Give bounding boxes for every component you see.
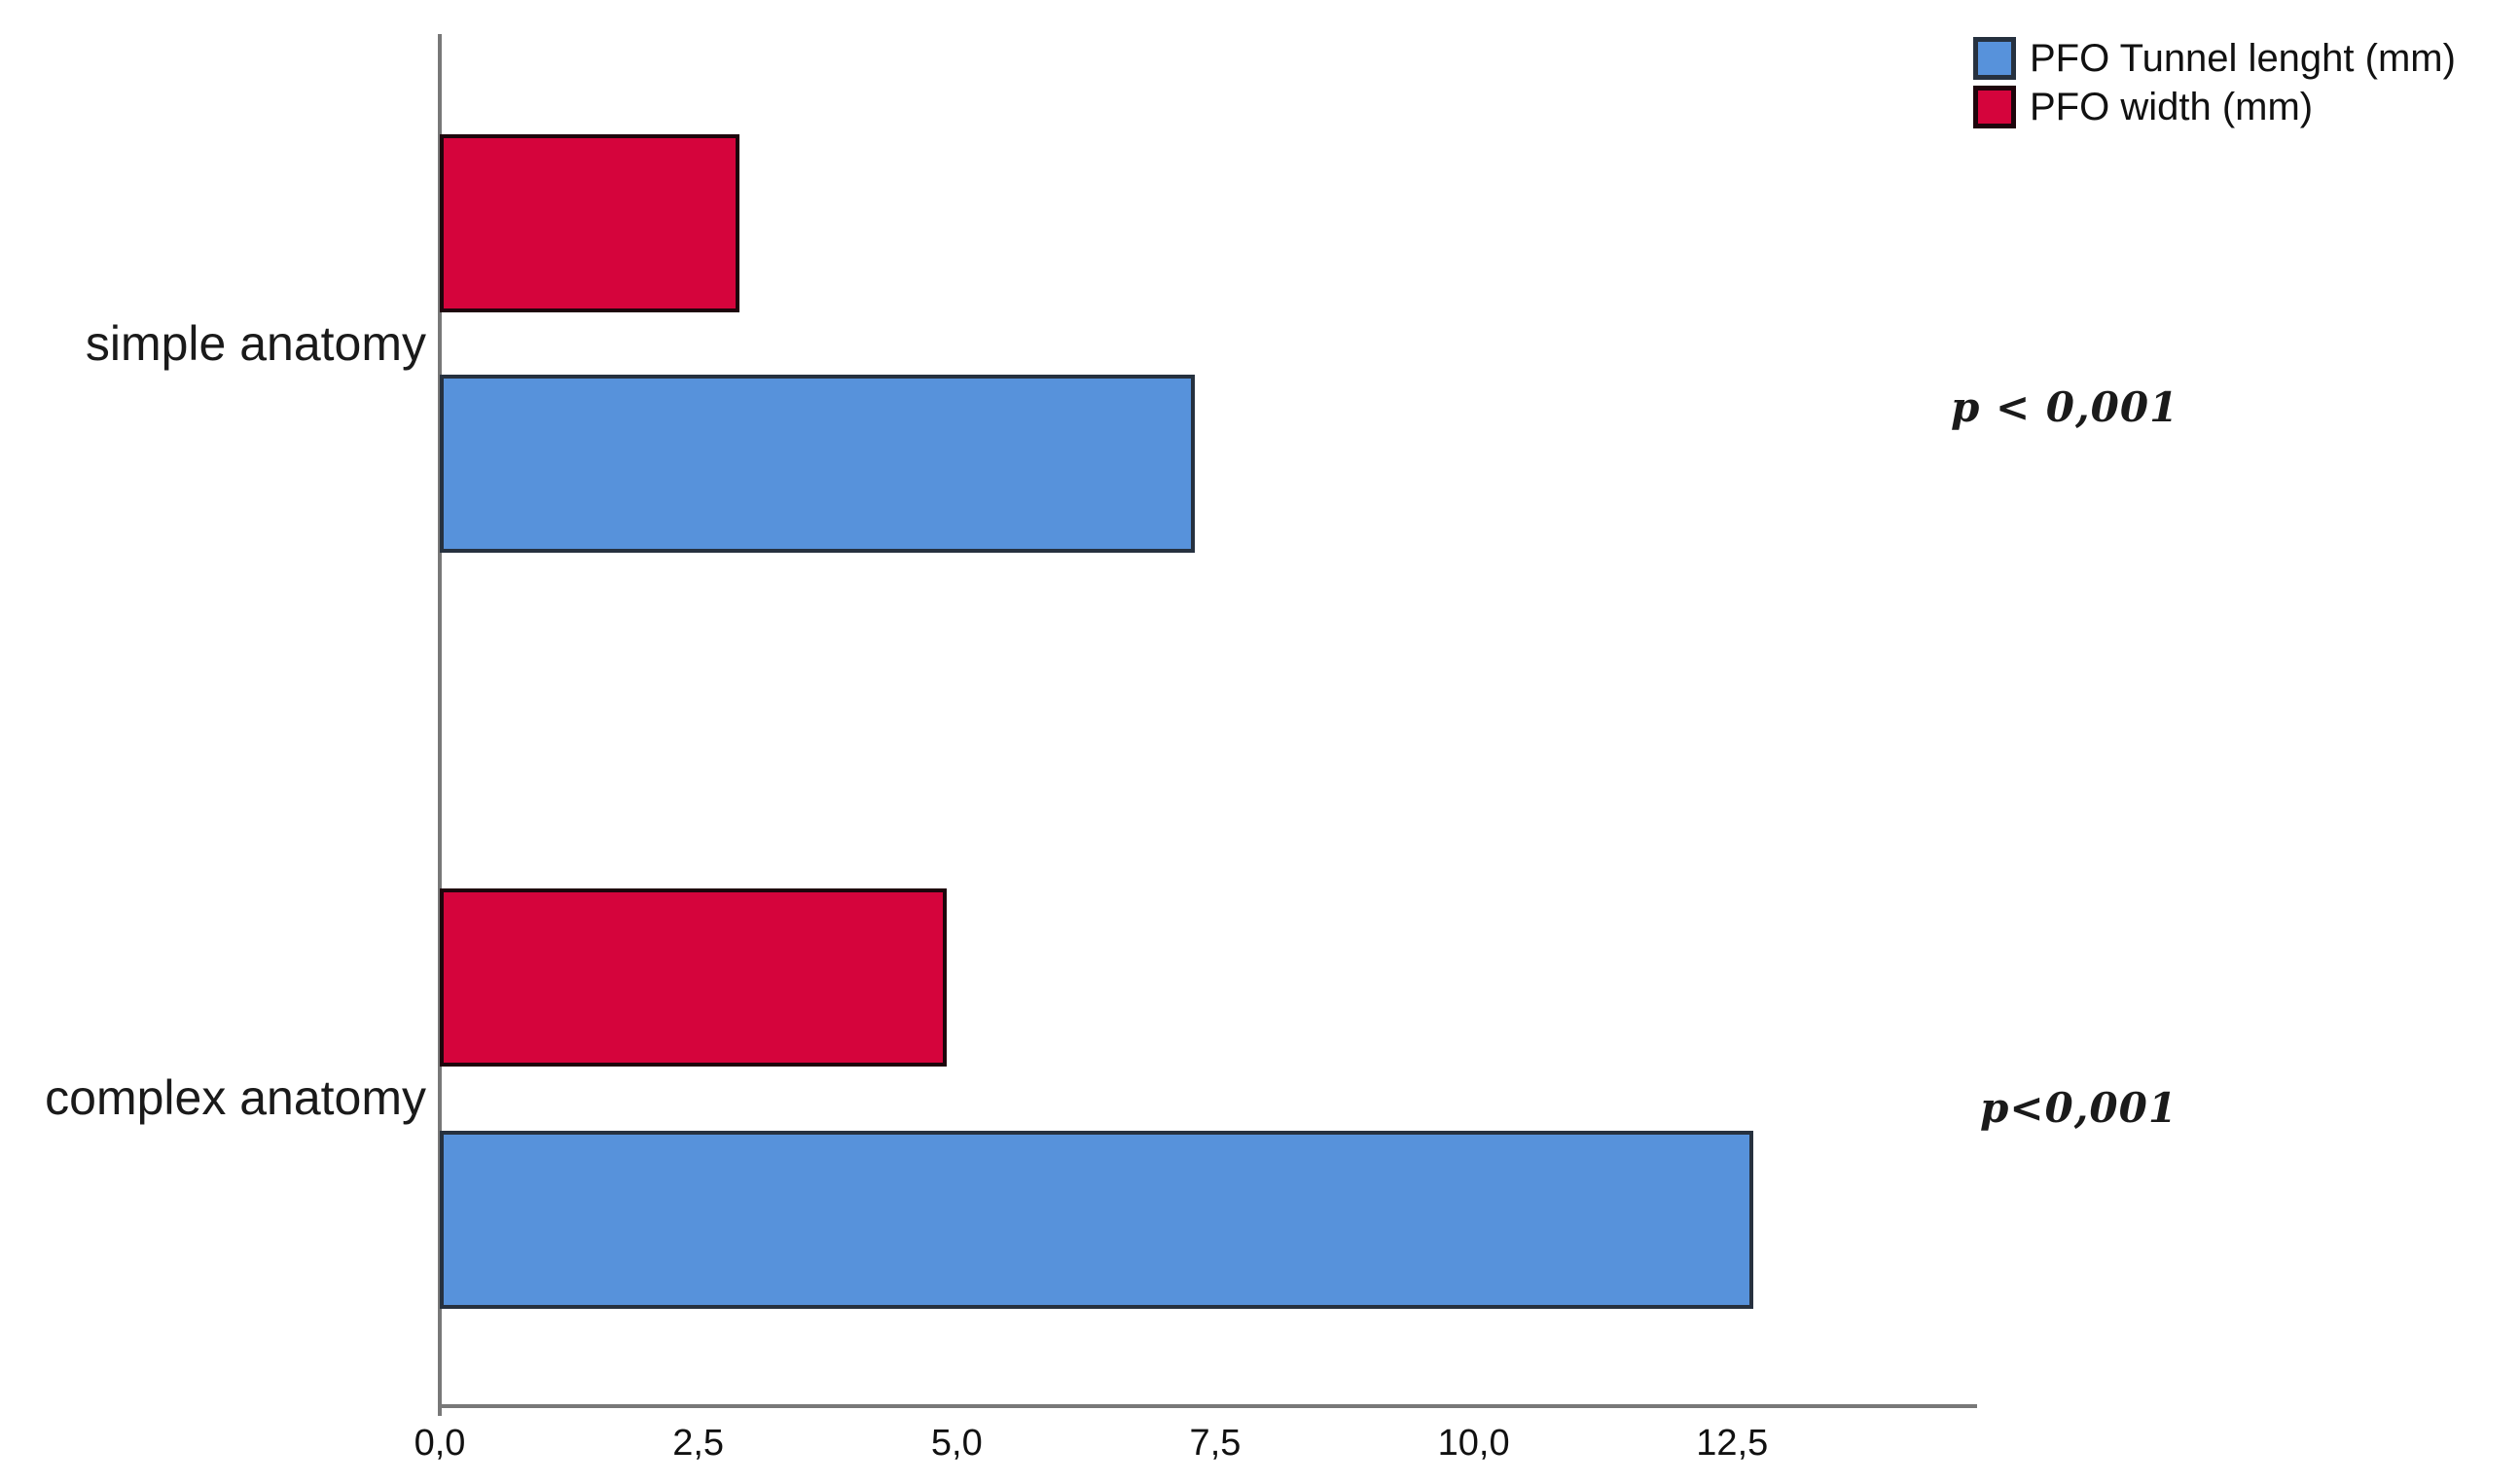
p-value-annotation-complex: p<0,001	[1980, 1084, 2178, 1132]
p-value-annotation-simple: p < 0,001	[1951, 383, 2179, 431]
x-axis-tick-label: 7,5	[1189, 1423, 1242, 1464]
x-axis-tick-label: 2,5	[672, 1423, 725, 1464]
bar-pfo-width-mm-complex-anatomy	[440, 888, 947, 1067]
legend: PFO Tunnel lenght (mm) PFO width (mm)	[1973, 37, 2456, 134]
legend-swatch-red-icon	[1973, 86, 2016, 128]
x-axis-tick-label: 12,5	[1696, 1423, 1769, 1464]
x-axis-line	[438, 1404, 1977, 1408]
legend-label-width: PFO width (mm)	[2030, 85, 2314, 128]
legend-label-tunnel-length: PFO Tunnel lenght (mm)	[2030, 36, 2456, 80]
bar-pfo-tunnel-lenght-mm-complex-anatomy	[440, 1131, 1753, 1309]
category-label-simple-anatomy: simple anatomy	[85, 316, 426, 371]
legend-item-tunnel-length: PFO Tunnel lenght (mm)	[1973, 37, 2456, 80]
legend-item-width: PFO width (mm)	[1973, 86, 2456, 128]
y-axis-line	[438, 34, 442, 1416]
legend-swatch-blue-icon	[1973, 37, 2016, 80]
x-axis-tick-label: 10,0	[1437, 1423, 1510, 1464]
category-label-complex-anatomy: complex anatomy	[45, 1070, 426, 1125]
bar-pfo-width-mm-simple-anatomy	[440, 134, 739, 312]
x-axis-tick-label: 0,0	[414, 1423, 466, 1464]
x-axis-tick-label: 5,0	[930, 1423, 983, 1464]
bar-pfo-tunnel-lenght-mm-simple-anatomy	[440, 375, 1195, 553]
